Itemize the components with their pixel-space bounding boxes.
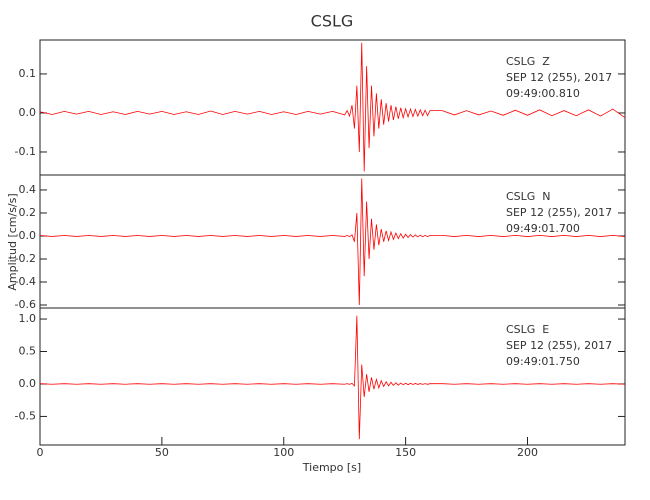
annotation: CSLG E: [506, 323, 549, 336]
x-tick-label: 0: [37, 446, 44, 459]
y-tick-label: 0.4: [19, 183, 37, 196]
annotation: SEP 12 (255), 2017: [506, 71, 612, 84]
annotation: SEP 12 (255), 2017: [506, 339, 612, 352]
annotation: 09:49:00.810: [506, 87, 580, 100]
y-tick-label: 0.0: [19, 377, 37, 390]
y-tick-label: -0.2: [15, 252, 36, 265]
y-tick-label: 0.0: [19, 106, 37, 119]
annotation: 09:49:01.750: [506, 355, 580, 368]
annotation: 09:49:01.700: [506, 222, 580, 235]
trace: [39, 42, 626, 172]
annotation: CSLG N: [506, 190, 551, 203]
x-tick-label: 100: [273, 446, 294, 459]
x-tick-label: 50: [155, 446, 169, 459]
y-tick-label: 0.0: [19, 229, 37, 242]
chart-title: CSLG: [311, 12, 354, 31]
y-tick-label: 0.5: [19, 345, 37, 358]
x-tick-label: 150: [395, 446, 416, 459]
x-axis-label: Tiempo [s]: [302, 461, 361, 474]
trace: [39, 178, 626, 306]
y-axis-label: Amplitud [cm/s/s]: [6, 193, 19, 290]
panel-frame: [39, 307, 626, 446]
y-tick-label: 0.1: [19, 67, 37, 80]
trace: [39, 315, 626, 440]
y-tick-label: -0.6: [15, 298, 36, 311]
y-tick-label: 0.2: [19, 206, 37, 219]
y-tick-label: -0.1: [15, 145, 36, 158]
annotation: SEP 12 (255), 2017: [506, 206, 612, 219]
annotation: CSLG Z: [506, 55, 550, 68]
x-tick-label: 200: [517, 446, 538, 459]
y-tick-label: 1.0: [19, 312, 37, 325]
y-tick-label: -0.5: [15, 409, 36, 422]
y-tick-label: -0.4: [15, 275, 36, 288]
